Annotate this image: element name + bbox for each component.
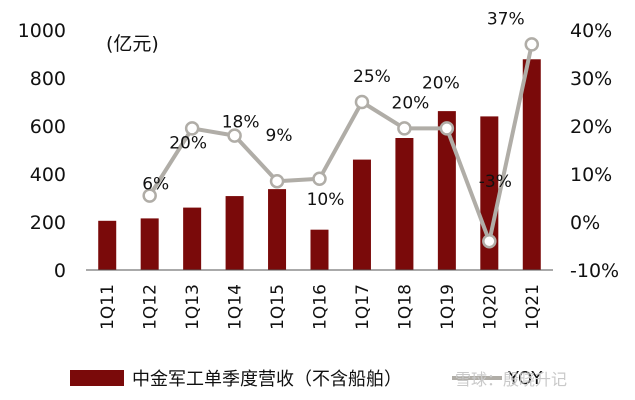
- x-tick-label: 1Q20: [480, 284, 500, 330]
- y-left-tick-label: 1000: [18, 20, 66, 42]
- y-left-tick-label: 200: [30, 212, 66, 234]
- x-tick-label: 1Q13: [183, 284, 203, 330]
- y-right-tick-label: 40%: [570, 20, 612, 42]
- x-tick-label: 1Q11: [98, 284, 118, 330]
- x-tick-label: 1Q16: [311, 284, 331, 330]
- y-left-tick-label: 400: [30, 164, 66, 186]
- x-tick-label: 1Q14: [226, 284, 246, 330]
- yoy-marker: [269, 173, 285, 189]
- yoy-marker: [312, 171, 327, 187]
- yoy-marker: [439, 121, 455, 136]
- data-label: -3%: [479, 172, 512, 192]
- bar: [395, 138, 414, 270]
- legend-line-swatch: [452, 376, 502, 380]
- yoy-marker: [354, 94, 370, 110]
- y-left-tick-label: 0: [54, 260, 66, 282]
- y-right-tick-label: 0%: [570, 212, 600, 234]
- bar: [140, 218, 159, 270]
- legend-bar-label: 中金军工单季度营收（不含船舶）: [132, 369, 402, 390]
- y-left-tick-label: 800: [30, 68, 66, 90]
- bar: [268, 189, 287, 270]
- yoy-marker: [227, 128, 242, 143]
- legend-bar: 中金军工单季度营收（不含船舶）: [70, 366, 402, 390]
- yoy-marker: [524, 37, 540, 52]
- bar: [522, 59, 541, 270]
- yoy-marker: [184, 121, 200, 136]
- y-right-tick-label: -10%: [570, 260, 619, 282]
- yoy-marker: [397, 121, 412, 136]
- data-label: 9%: [266, 126, 293, 146]
- yoy-marker: [142, 188, 157, 203]
- bar: [310, 229, 329, 270]
- x-tick-label: 1Q19: [438, 284, 458, 330]
- y-right-tick-label: 30%: [570, 68, 612, 90]
- y-right-tick-label: 10%: [570, 164, 612, 186]
- x-tick-label: 1Q12: [141, 284, 161, 330]
- x-tick-label: 1Q17: [353, 284, 373, 330]
- y-right-tick-label: 20%: [570, 116, 612, 138]
- y-left-tick-label: 600: [30, 116, 66, 138]
- bar: [225, 196, 244, 270]
- bar: [352, 159, 371, 270]
- x-tick-label: 1Q15: [268, 284, 288, 330]
- watermark: 雪球：殷晓升记: [455, 370, 568, 389]
- bar: [437, 111, 456, 271]
- data-label: 25%: [353, 67, 391, 87]
- legend-bar-swatch: [70, 370, 124, 386]
- unit-label: (亿元): [106, 33, 159, 55]
- data-label: 6%: [142, 175, 169, 195]
- data-label: 37%: [487, 9, 525, 29]
- data-label: 20%: [169, 133, 207, 153]
- yoy-line: [147, 43, 534, 244]
- data-label: 10%: [307, 190, 345, 210]
- bar: [98, 220, 117, 270]
- data-label: 20%: [422, 73, 460, 93]
- data-label: 18%: [222, 113, 260, 133]
- data-label: 20%: [392, 93, 430, 113]
- yoy-marker: [482, 233, 497, 249]
- legend-line: YOY: [452, 366, 542, 390]
- x-tick-label: 1Q21: [523, 284, 543, 330]
- bar: [183, 207, 202, 270]
- legend-line-label: YOY: [508, 367, 543, 389]
- x-tick-label: 1Q18: [395, 284, 415, 330]
